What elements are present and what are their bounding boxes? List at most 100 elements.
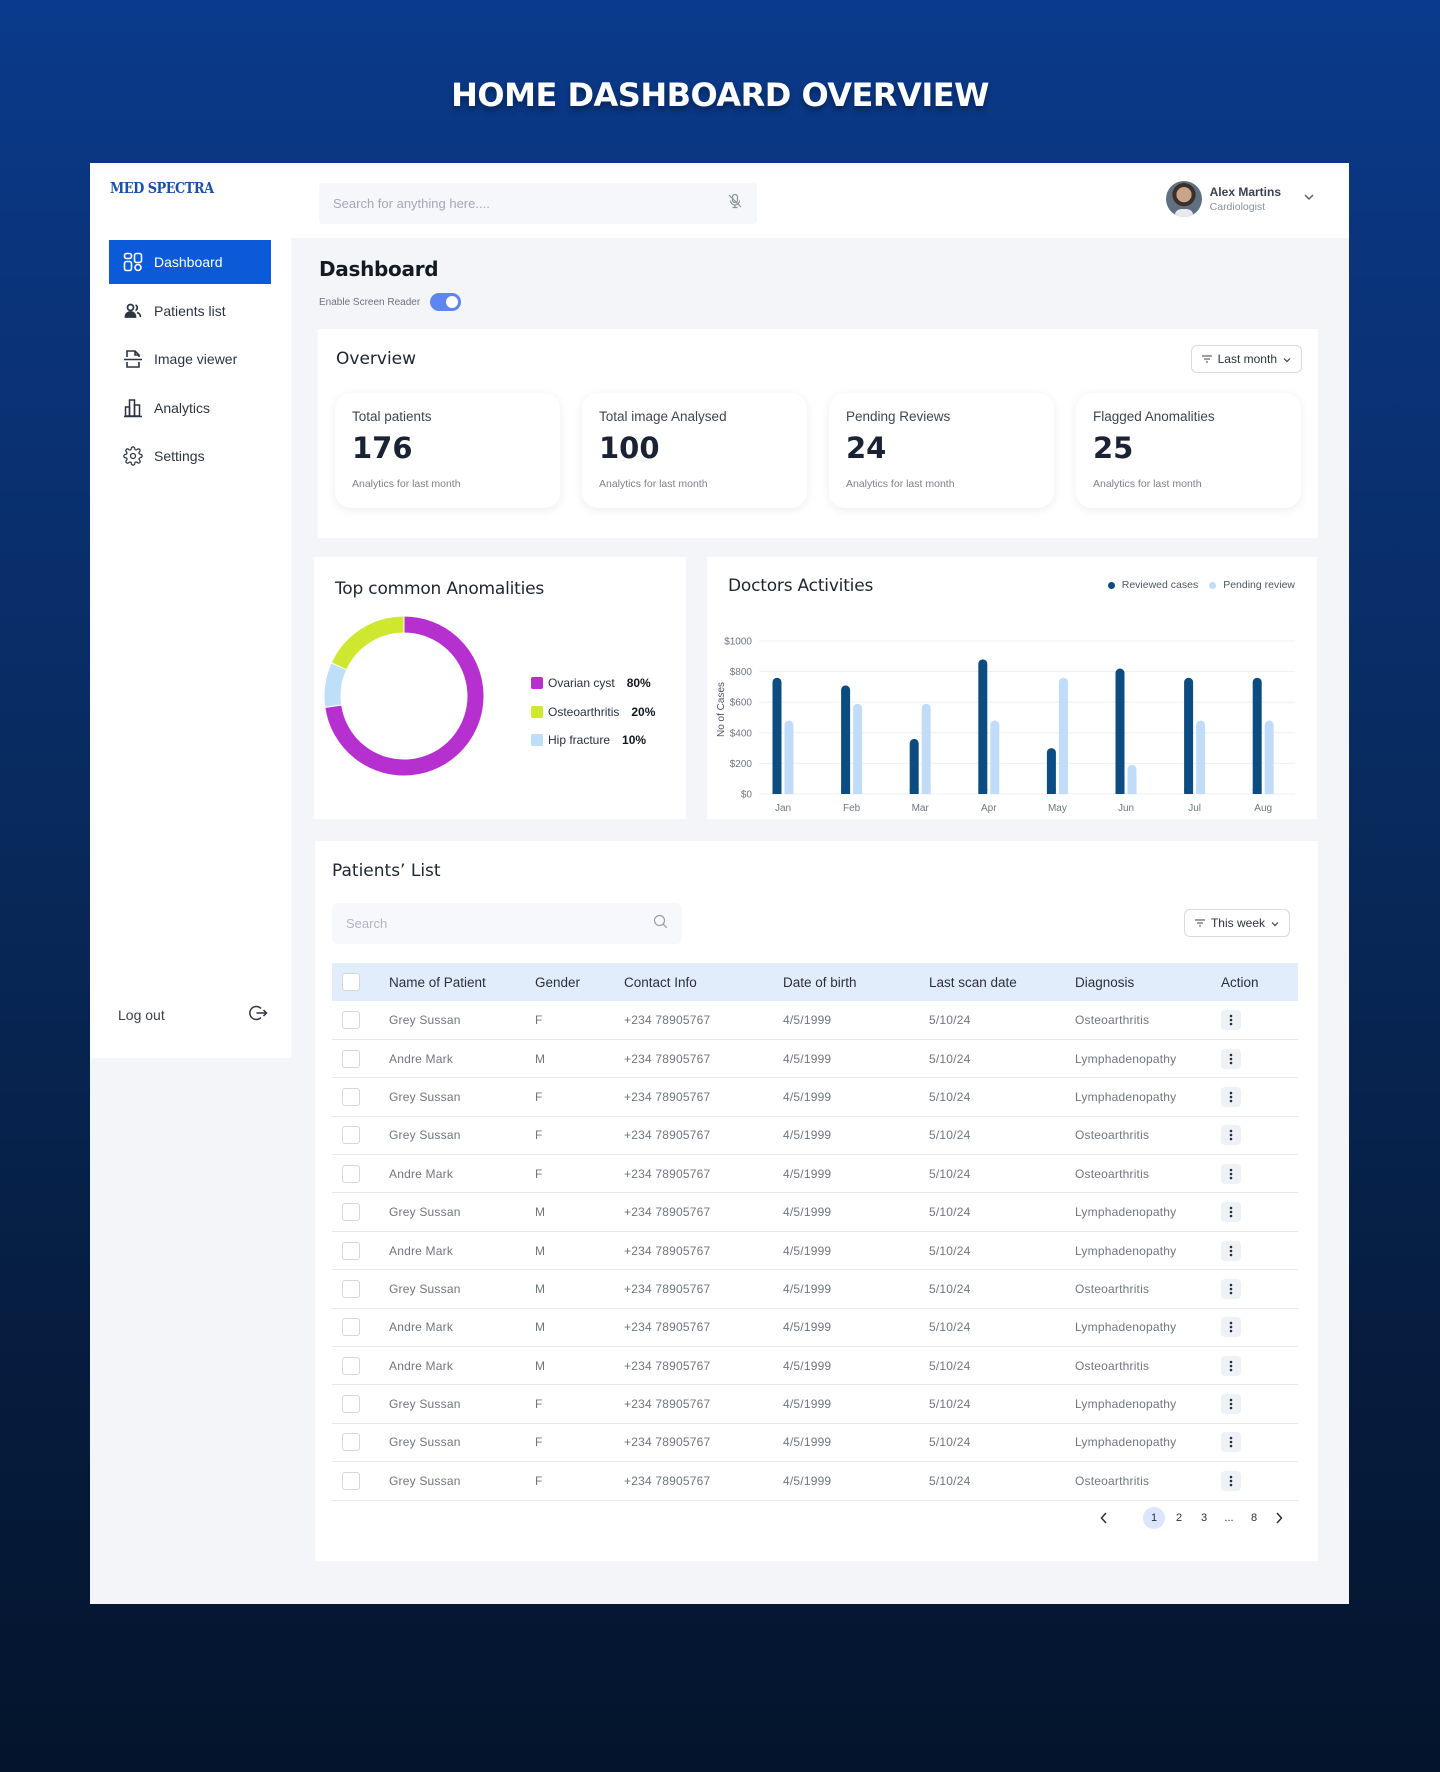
sidebar-item-settings[interactable]: Settings <box>109 434 271 478</box>
row-checkbox[interactable] <box>342 1356 360 1375</box>
page-3[interactable]: 3 <box>1200 1512 1208 1524</box>
table-row[interactable]: Grey Sussan F +234 78905767 4/5/1999 5/10/24… <box>332 1461 1298 1501</box>
bar-pending-review-may[interactable] <box>1058 677 1068 794</box>
prev-page-icon[interactable] <box>1093 1507 1115 1529</box>
cell-last-scan: 5/10/24 <box>929 1231 1075 1271</box>
row-actions-button[interactable] <box>1221 1163 1241 1184</box>
mic-off-icon[interactable] <box>727 193 743 214</box>
row-checkbox[interactable] <box>342 1471 360 1490</box>
donut-slice-hip-fracture[interactable] <box>324 662 348 708</box>
column-header[interactable]: Last scan date <box>929 974 1017 990</box>
row-actions-button[interactable] <box>1221 1394 1241 1415</box>
table-row[interactable]: Grey Sussan F +234 78905767 4/5/1999 5/10/24… <box>332 1001 1298 1040</box>
sidebar-item-image-viewer[interactable]: Image viewer <box>109 337 271 381</box>
column-header[interactable]: Date of birth <box>783 974 857 990</box>
global-search[interactable] <box>319 183 757 224</box>
next-page-icon[interactable] <box>1268 1507 1290 1529</box>
row-checkbox[interactable] <box>342 1203 360 1222</box>
donut-slice-ovarian-cyst[interactable] <box>324 615 485 777</box>
row-checkbox[interactable] <box>342 1279 360 1298</box>
select-all-checkbox[interactable] <box>342 973 360 991</box>
cell-diagnosis: Lymphadenopathy <box>1075 1192 1221 1232</box>
table-row[interactable]: Grey Sussan F +234 78905767 4/5/1999 5/10/24… <box>332 1423 1298 1463</box>
table-row[interactable]: Andre Mark M +234 78905767 4/5/1999 5/10/24 L… <box>332 1039 1298 1079</box>
bar-pending-review-jan[interactable] <box>784 720 794 794</box>
table-row[interactable]: Grey Sussan F +234 78905767 4/5/1999 5/10/24… <box>332 1116 1298 1156</box>
bar-reviewed-cases-feb[interactable] <box>841 685 851 794</box>
row-checkbox[interactable] <box>342 1010 360 1029</box>
table-row[interactable]: Grey Sussan F +234 78905767 4/5/1999 5/10/24… <box>332 1077 1298 1117</box>
logout-button[interactable]: Log out <box>118 1003 268 1026</box>
search-icon[interactable] <box>653 914 668 934</box>
row-checkbox[interactable] <box>342 1318 360 1337</box>
bar-reviewed-cases-mar[interactable] <box>909 738 919 794</box>
row-actions-button[interactable] <box>1221 1432 1241 1453</box>
table-row[interactable]: Grey Sussan M +234 78905767 4/5/1999 5/10/24… <box>332 1192 1298 1232</box>
overview-period-filter[interactable]: Last month <box>1190 345 1302 373</box>
bar-pending-review-feb[interactable] <box>853 703 863 794</box>
gear-icon <box>123 446 143 466</box>
row-actions-button[interactable] <box>1221 1317 1241 1338</box>
brand-logo[interactable]: MED SPECTRA <box>110 179 214 197</box>
row-actions-button[interactable] <box>1221 1240 1241 1261</box>
column-header[interactable]: Diagnosis <box>1075 974 1135 990</box>
bar-pending-review-aug[interactable] <box>1264 720 1274 794</box>
patients-search[interactable] <box>332 903 682 944</box>
table-row[interactable]: Andre Mark M +234 78905767 4/5/1999 5/10/24 L… <box>332 1308 1298 1348</box>
row-actions-button[interactable] <box>1221 1355 1241 1376</box>
bar-pending-review-apr[interactable] <box>990 720 1000 794</box>
bar-pending-review-mar[interactable] <box>921 703 931 794</box>
patients-period-filter[interactable]: This week <box>1183 909 1290 937</box>
row-actions-button[interactable] <box>1221 1009 1241 1030</box>
row-actions-button[interactable] <box>1221 1278 1241 1299</box>
logout-icon <box>248 1003 268 1026</box>
chevron-down-icon[interactable] <box>1303 190 1315 208</box>
more-vertical-icon <box>1229 1130 1233 1141</box>
table-row[interactable]: Grey Sussan F +234 78905767 4/5/1999 5/10/24… <box>332 1384 1298 1424</box>
bar-pending-review-jul[interactable] <box>1196 720 1206 794</box>
row-actions-button[interactable] <box>1221 1086 1241 1107</box>
table-row[interactable]: Grey Sussan M +234 78905767 4/5/1999 5/10/24… <box>332 1269 1298 1309</box>
bar-reviewed-cases-jun[interactable] <box>1115 668 1125 794</box>
column-header[interactable]: Gender <box>535 974 581 990</box>
user-menu[interactable]: Alex Martins Cardiologist <box>1165 181 1315 217</box>
table-row[interactable]: Andre Mark M +234 78905767 4/5/1999 5/10/24 L… <box>332 1231 1298 1271</box>
column-header[interactable]: Name of Patient <box>389 974 486 990</box>
row-actions-button[interactable] <box>1221 1048 1241 1069</box>
sidebar-item-analytics[interactable]: Analytics <box>109 386 271 430</box>
donut-slice-osteoarthritis[interactable] <box>330 615 405 671</box>
row-checkbox[interactable] <box>342 1433 360 1452</box>
screen-reader-toggle[interactable] <box>430 293 462 311</box>
table-row[interactable]: Andre Mark F +234 78905767 4/5/1999 5/10/24 O… <box>332 1154 1298 1194</box>
row-checkbox[interactable] <box>342 1087 360 1106</box>
more-vertical-icon <box>1229 1245 1233 1256</box>
bar-reviewed-cases-apr[interactable] <box>978 659 988 794</box>
bar-pending-review-jun[interactable] <box>1127 764 1137 794</box>
bar-reviewed-cases-jul[interactable] <box>1184 677 1194 794</box>
column-header[interactable]: Contact Info <box>624 974 697 990</box>
bar-base <box>853 789 863 794</box>
cell-name: Andre Mark <box>389 1039 535 1079</box>
cell-dob: 4/5/1999 <box>783 1423 929 1463</box>
row-checkbox[interactable] <box>342 1395 360 1414</box>
row-checkbox[interactable] <box>342 1126 360 1145</box>
sidebar-item-dashboard[interactable]: Dashboard <box>109 240 271 284</box>
stat-caption: Analytics for last month <box>352 478 461 490</box>
page-1[interactable]: 1 <box>1143 1507 1165 1529</box>
bar-reviewed-cases-jan[interactable] <box>772 677 782 794</box>
row-actions-button[interactable] <box>1221 1125 1241 1146</box>
sidebar-item-label: Dashboard <box>154 254 223 270</box>
global-search-input[interactable] <box>333 196 693 211</box>
table-row[interactable]: Andre Mark M +234 78905767 4/5/1999 5/10/24 O… <box>332 1346 1298 1386</box>
row-checkbox[interactable] <box>342 1049 360 1068</box>
page-2[interactable]: 2 <box>1175 1512 1183 1524</box>
bar-reviewed-cases-aug[interactable] <box>1252 677 1262 794</box>
row-checkbox[interactable] <box>342 1241 360 1260</box>
page-8[interactable]: 8 <box>1250 1512 1258 1524</box>
bar-reviewed-cases-may[interactable] <box>1046 748 1056 794</box>
row-actions-button[interactable] <box>1221 1470 1241 1491</box>
row-actions-button[interactable] <box>1221 1202 1241 1223</box>
patients-search-input[interactable] <box>346 916 626 931</box>
row-checkbox[interactable] <box>342 1164 360 1183</box>
sidebar-item-patients-list[interactable]: Patients list <box>109 289 271 333</box>
